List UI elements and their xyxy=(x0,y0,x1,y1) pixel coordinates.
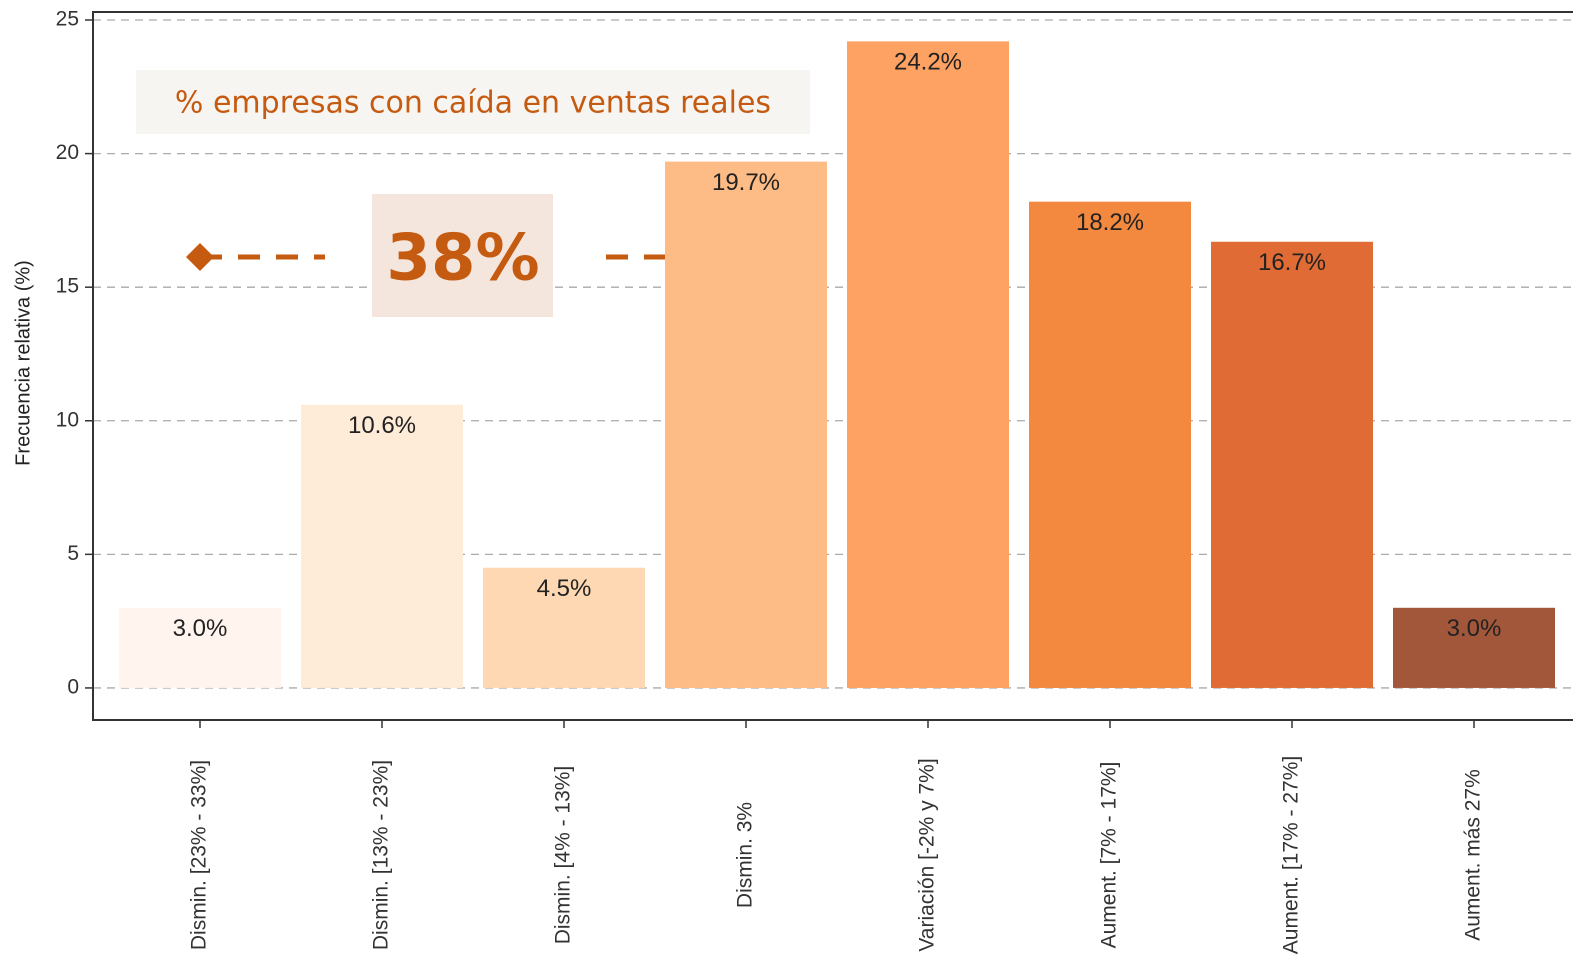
data-label: 16.7% xyxy=(1258,249,1326,276)
x-tick-label: Aument. más 27% xyxy=(1462,769,1485,941)
plot-border xyxy=(92,11,1573,721)
data-label: 3.0% xyxy=(1447,615,1502,642)
y-axis-label: Frecuencia relativa (%) xyxy=(12,260,34,466)
y-tick-label: 20 xyxy=(56,141,79,164)
annotation-caption: % empresas con caída en ventas reales xyxy=(175,86,771,121)
data-label: 4.5% xyxy=(537,575,592,602)
bar xyxy=(847,41,1009,688)
highlight-box xyxy=(372,194,553,317)
data-label: 10.6% xyxy=(348,412,416,439)
bar xyxy=(665,161,827,688)
data-label: 24.2% xyxy=(894,49,962,76)
annotation-highlight: 38% xyxy=(386,222,539,296)
data-label: 18.2% xyxy=(1076,209,1144,236)
caption-box xyxy=(136,70,810,134)
bar xyxy=(1393,607,1555,688)
x-tick-label: Dismin. [23% - 33%] xyxy=(188,760,211,950)
bar xyxy=(301,404,463,688)
y-tick-label: 25 xyxy=(56,8,79,31)
x-tick-label: Aument. [17% - 27%] xyxy=(1280,756,1303,954)
x-tick-label: Dismin. [13% - 23%] xyxy=(370,760,393,950)
x-tick-label: Dismin. 3% xyxy=(734,802,757,908)
bar xyxy=(483,567,645,688)
y-tick-label: 15 xyxy=(56,275,79,298)
data-label: 19.7% xyxy=(712,169,780,196)
bar xyxy=(1029,201,1191,688)
y-tick-label: 10 xyxy=(56,408,79,431)
x-tick-label: Aument. [7% - 17%] xyxy=(1098,762,1121,949)
bar xyxy=(1211,241,1373,688)
bar xyxy=(119,607,281,688)
x-tick-label: Variación [-2% y 7%] xyxy=(916,758,939,951)
y-tick-label: 0 xyxy=(67,675,79,698)
y-tick-label: 5 xyxy=(67,542,79,565)
data-label: 3.0% xyxy=(173,615,228,642)
x-tick-label: Dismin. [4% - 13%] xyxy=(552,766,575,945)
